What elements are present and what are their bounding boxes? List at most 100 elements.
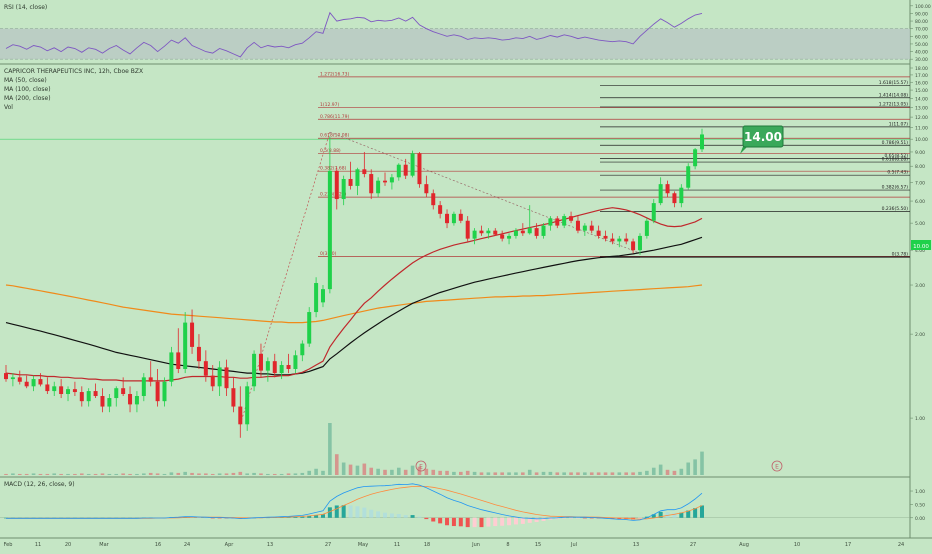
price-tick-label: 13.00 (915, 105, 928, 111)
macd-histogram-bar (610, 517, 615, 519)
candle-body (210, 375, 215, 387)
macd-pane[interactable] (0, 483, 910, 528)
candle-body (651, 203, 656, 221)
price-tick-label: 17.00 (915, 73, 928, 79)
volume-bar (383, 469, 387, 475)
candle-body (637, 235, 642, 251)
volume-bar (17, 473, 22, 475)
candle-body (527, 228, 532, 234)
candle-body (258, 353, 263, 371)
price-tick-label: 9.00 (915, 150, 925, 156)
fib-left-label: 0.382(7.68) (320, 166, 347, 172)
volume-bar (272, 473, 277, 475)
candle-body (10, 377, 15, 380)
volume-bar (638, 471, 642, 475)
candle-body (520, 230, 525, 234)
target-callout[interactable]: 14.00 (740, 125, 784, 154)
volume-bar (217, 473, 222, 475)
volume-bar (665, 469, 670, 475)
volume-bar (307, 470, 312, 475)
volume-bar (589, 472, 594, 475)
candle-body (700, 134, 704, 150)
volume-bar (321, 470, 325, 475)
candle-body (265, 361, 270, 371)
candlesticks (4, 128, 704, 438)
candle-body (562, 216, 567, 226)
time-axis-label: 15 (535, 542, 541, 548)
candle-body (376, 180, 381, 194)
earnings-marker[interactable]: E (771, 460, 783, 472)
macd-histogram-bar (451, 517, 456, 527)
volume-bar (486, 472, 491, 475)
volume-bar (328, 423, 332, 475)
volume-bar (107, 473, 112, 475)
macd-histogram-bar (417, 516, 422, 518)
macd-histogram-bar (507, 517, 512, 526)
volume-bar (459, 471, 463, 475)
volume-bar (403, 469, 408, 475)
macd-histogram-bar (541, 517, 546, 521)
price-tick-label: 15.00 (915, 88, 928, 94)
candle-body (17, 377, 22, 382)
candle-body (252, 353, 257, 387)
candle-body (445, 213, 450, 224)
candle-body (355, 169, 360, 186)
candle-body (500, 234, 505, 239)
macd-histogram-bar (665, 512, 670, 518)
last-price-label: 10.00 (913, 244, 929, 250)
ma50-line (5, 207, 703, 382)
legend-ma50[interactable]: MA (50, close) (4, 77, 47, 84)
target-callout-box (742, 125, 784, 148)
price-tick-label: 2.00 (915, 332, 925, 338)
time-axis-label: 13 (267, 542, 273, 548)
time-axis-label: Feb (4, 542, 13, 548)
rsi-tick-label: 90.00 (915, 11, 928, 17)
macd-histogram-bar (424, 517, 429, 520)
legend-ma100[interactable]: MA (100, close) (4, 86, 51, 93)
candle-body (424, 184, 429, 194)
macd-histogram-bar (431, 517, 436, 522)
volume-bar (121, 473, 125, 475)
volume-bar (231, 472, 236, 475)
volume-bar (45, 473, 50, 475)
candle-body (169, 352, 174, 382)
macd-histogram-bar (465, 517, 470, 528)
legend-ma200[interactable]: MA (200, close) (4, 95, 51, 102)
trend-lines[interactable] (239, 131, 641, 425)
macd-histogram-bar (210, 517, 215, 519)
fib-left-label: 0.236(6.20) (320, 192, 347, 198)
time-axis-label: 27 (325, 542, 331, 548)
legend-vol[interactable]: Vol (4, 104, 13, 111)
volume-bar (162, 473, 167, 475)
candle-body (231, 388, 236, 407)
time-axis-label: 10 (794, 542, 800, 548)
volume-bar (38, 473, 43, 475)
candle-body (396, 164, 401, 178)
macd-histogram-bar (520, 517, 525, 524)
volume-bar (24, 473, 29, 475)
volume-bar (610, 472, 615, 475)
macd-tick-label: 0.00 (915, 516, 925, 522)
volume-bar (293, 473, 298, 475)
fib-right-label: 0.236(5.50) (882, 206, 909, 212)
volume-bar (93, 473, 98, 475)
earnings-marker[interactable]: E (415, 460, 427, 472)
macd-histogram-bar (389, 513, 394, 518)
macd-histogram-bar (672, 513, 677, 518)
volume-bar (11, 473, 15, 475)
volume-bar (576, 472, 580, 475)
candle-body (362, 169, 367, 175)
volume-bar (286, 473, 291, 475)
macd-histogram-bar (548, 517, 553, 520)
price-tick-label: 6.00 (915, 199, 925, 205)
rsi-tick-label: 70.00 (915, 27, 928, 33)
rsi-pane[interactable] (0, 11, 910, 60)
price-tick-label: 12.00 (915, 115, 928, 121)
time-axis-label: Jun (471, 542, 480, 548)
fib-left-label: 0.786(11.79) (320, 114, 350, 120)
volume-bar (424, 468, 429, 475)
macd-histogram-bar (479, 517, 484, 528)
candle-body (224, 367, 229, 389)
